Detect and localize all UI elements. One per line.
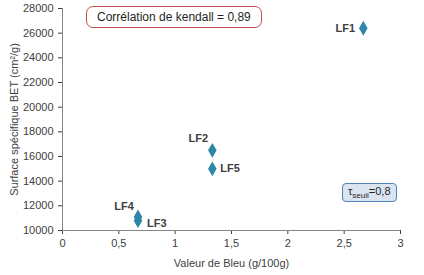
svg-text:LF1: LF1 bbox=[336, 22, 356, 34]
svg-text:16000: 16000 bbox=[23, 150, 54, 162]
svg-text:3: 3 bbox=[397, 237, 403, 249]
svg-text:18000: 18000 bbox=[23, 125, 54, 137]
svg-text:1,5: 1,5 bbox=[224, 237, 239, 249]
svg-text:14000: 14000 bbox=[23, 175, 54, 187]
svg-text:LF4: LF4 bbox=[114, 200, 134, 212]
svg-text:26000: 26000 bbox=[23, 27, 54, 39]
html-text:τseuil=0,8: τseuil=0,8 bbox=[348, 185, 391, 201]
svg-text:Surface spécifique BET (cm²/g): Surface spécifique BET (cm²/g) bbox=[8, 43, 20, 196]
svg-text:0,5: 0,5 bbox=[111, 237, 126, 249]
svg-text:LF5: LF5 bbox=[220, 162, 240, 174]
svg-text:LF2: LF2 bbox=[189, 132, 209, 144]
svg-text:10000: 10000 bbox=[23, 224, 54, 236]
svg-text:24000: 24000 bbox=[23, 51, 54, 63]
svg-text:20000: 20000 bbox=[23, 101, 54, 113]
svg-text:1: 1 bbox=[172, 237, 178, 249]
html-text:Corrélation de kendall = 0,89: Corrélation de kendall = 0,89 bbox=[97, 10, 251, 24]
svg-text:2: 2 bbox=[285, 237, 291, 249]
svg-text:22000: 22000 bbox=[23, 76, 54, 88]
svg-text:12000: 12000 bbox=[23, 199, 54, 211]
svg-text:0: 0 bbox=[59, 237, 65, 249]
svg-text:LF3: LF3 bbox=[147, 217, 167, 229]
svg-text:2,5: 2,5 bbox=[337, 237, 352, 249]
svg-text:Valeur de Bleu (g/100g): Valeur de Bleu (g/100g) bbox=[174, 257, 289, 269]
svg-text:28000: 28000 bbox=[23, 2, 54, 14]
